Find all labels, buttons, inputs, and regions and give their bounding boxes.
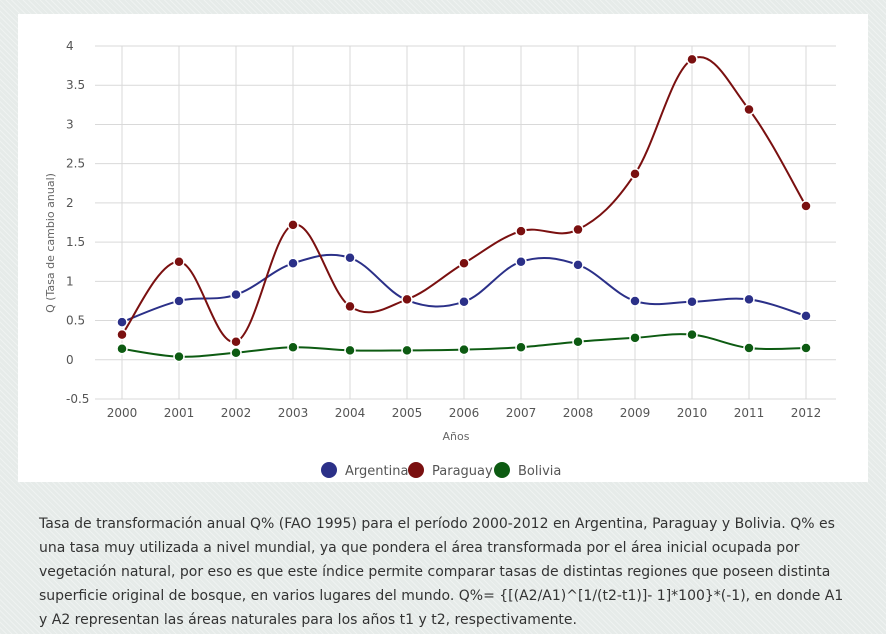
x-tick-label: 2007: [506, 406, 537, 420]
chart-card: 4 3.5 3 2.5 2 1.5 1 0.5 0 -0.5 2000 2001 2002 2003 20…: [18, 14, 868, 482]
figure-caption: Tasa de transformación anual Q% (FAO 199…: [39, 516, 844, 628]
y-axis-title: Q (Tasa de cambio anual): [44, 173, 57, 313]
data-point-paraguay[interactable]: [800, 200, 812, 212]
y-tick-label: 3: [66, 117, 74, 131]
x-tick-label: 2004: [335, 406, 366, 420]
data-point-argentina[interactable]: [515, 255, 527, 268]
data-point-paraguay[interactable]: [686, 53, 698, 66]
data-point-paraguay[interactable]: [230, 335, 242, 348]
data-point-paraguay[interactable]: [743, 103, 755, 116]
legend-item-paraguay[interactable]: Paraguay: [408, 462, 493, 479]
legend-marker: [494, 462, 510, 478]
data-point-bolivia[interactable]: [401, 344, 413, 357]
data-point-argentina[interactable]: [116, 316, 128, 328]
x-tick-label: 2012: [791, 406, 822, 420]
data-point-paraguay[interactable]: [116, 328, 128, 341]
data-point-argentina[interactable]: [344, 252, 356, 264]
x-tick-label: 2001: [164, 406, 195, 420]
data-point-bolivia[interactable]: [743, 342, 755, 354]
x-tick-label: 2010: [677, 406, 708, 420]
data-point-argentina[interactable]: [629, 295, 641, 307]
data-point-paraguay[interactable]: [458, 257, 470, 270]
y-tick-label: 2: [66, 196, 74, 210]
data-point-bolivia[interactable]: [800, 342, 812, 354]
y-tick-labels: 4 3.5 3 2.5 2 1.5 1 0.5 0 -0.5: [66, 39, 89, 406]
legend-item-argentina[interactable]: Argentina: [321, 462, 408, 479]
data-point-paraguay[interactable]: [515, 225, 527, 237]
legend-item-bolivia[interactable]: Bolivia: [494, 462, 561, 479]
legend-label: Paraguay: [432, 464, 493, 479]
data-point-paraguay[interactable]: [344, 300, 356, 313]
y-tick-label: 0.5: [66, 314, 85, 328]
data-point-paraguay[interactable]: [629, 168, 641, 180]
data-point-bolivia[interactable]: [344, 344, 356, 357]
series-bolivia: [116, 328, 812, 363]
y-tick-label: 4: [66, 39, 74, 53]
line-chart: 43.532.521.510.50-0.5 2000 2001 2002 2003 20…: [44, 39, 836, 479]
data-point-argentina[interactable]: [572, 259, 584, 271]
legend-label: Bolivia: [518, 464, 561, 479]
x-tick-label: 2006: [449, 406, 480, 420]
series-paraguay: [116, 53, 812, 348]
data-point-bolivia[interactable]: [515, 341, 527, 353]
y-tick-label: -0.5: [66, 392, 89, 406]
series-group: [116, 53, 812, 363]
data-point-argentina[interactable]: [686, 295, 698, 308]
data-point-bolivia[interactable]: [116, 343, 128, 355]
data-point-argentina[interactable]: [800, 310, 812, 322]
x-tick-labels: 2000 2001 2002 2003 2004 2005 2006 2007 2008 2009…: [107, 406, 822, 420]
data-point-paraguay[interactable]: [401, 293, 413, 306]
data-point-bolivia[interactable]: [287, 341, 299, 353]
x-axis-title: Años: [443, 430, 470, 443]
data-point-bolivia[interactable]: [629, 332, 641, 344]
data-point-paraguay[interactable]: [572, 223, 584, 236]
series-argentina: [116, 252, 812, 328]
data-point-argentina[interactable]: [458, 295, 470, 308]
data-point-bolivia[interactable]: [686, 328, 698, 341]
data-point-bolivia[interactable]: [572, 335, 584, 348]
data-point-paraguay[interactable]: [287, 219, 299, 231]
x-tick-label: 2002: [221, 406, 252, 420]
data-point-argentina[interactable]: [230, 288, 242, 301]
y-tick-label: 0: [66, 353, 74, 367]
x-tick-label: 2008: [563, 406, 594, 420]
data-point-bolivia[interactable]: [230, 346, 242, 359]
data-point-argentina[interactable]: [287, 257, 299, 270]
y-tick-label: 1: [66, 274, 74, 288]
data-point-bolivia[interactable]: [458, 343, 470, 356]
x-tick-label: 2003: [278, 406, 309, 420]
x-tick-label: 2000: [107, 406, 138, 420]
x-tick-label: 2009: [620, 406, 651, 420]
x-tick-label: 2005: [392, 406, 423, 420]
legend-marker: [321, 462, 337, 478]
data-point-bolivia[interactable]: [173, 350, 185, 363]
data-point-argentina[interactable]: [743, 293, 755, 306]
x-tick-label: 2011: [734, 406, 765, 420]
y-tick-label: 2.5: [66, 157, 85, 171]
y-tick-label: 1.5: [66, 235, 85, 249]
data-point-argentina[interactable]: [173, 295, 185, 307]
legend-label: Argentina: [345, 464, 408, 479]
data-point-paraguay[interactable]: [173, 255, 185, 268]
y-tick-label: 3.5: [66, 78, 85, 92]
legend-marker: [408, 462, 424, 478]
legend: Argentina Paraguay Bolivia: [321, 462, 561, 479]
